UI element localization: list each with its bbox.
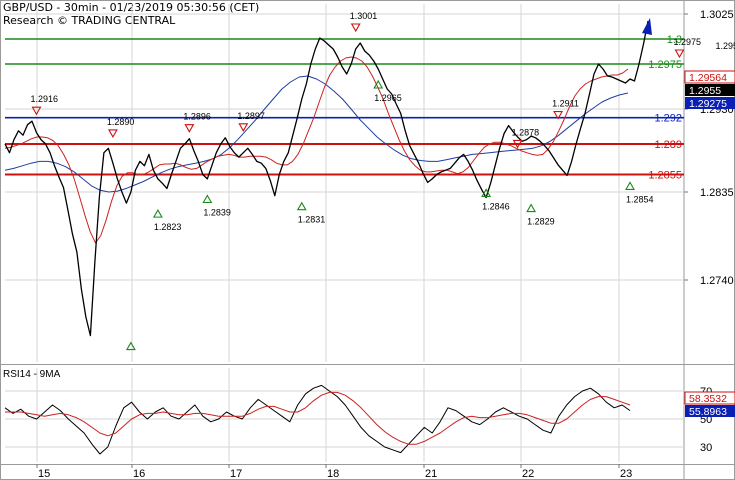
swing-low-marker	[202, 194, 213, 204]
price-marker-label: 1.29275	[689, 98, 727, 110]
x-tick-label: 22	[522, 468, 534, 480]
swing-high-marker	[184, 124, 195, 133]
support-level-label: 1.2855	[648, 170, 682, 182]
swing-high-marker	[350, 23, 361, 33]
price-marker-box	[684, 70, 735, 84]
swing-low-label: 1.2831	[298, 215, 326, 225]
y-tick-label: 1.2835	[700, 187, 734, 199]
swing-low-label: 1.2829	[527, 217, 555, 227]
y-tick-label: 1.2740	[700, 275, 734, 287]
price-marker-box	[685, 84, 735, 96]
swing-low-marker	[152, 209, 163, 218]
y-tick-label: 1.3025	[700, 9, 734, 21]
x-tick-label: 23	[620, 468, 632, 480]
ma-fast-series	[4, 56, 629, 244]
support-level-label: 1.289	[654, 139, 682, 151]
price-marker-label: 1.2955	[689, 85, 721, 97]
swing-low-marker	[125, 341, 136, 351]
swing-high-marker	[553, 111, 564, 120]
trend-arrow	[642, 18, 652, 35]
swing-high-label: 1.2878	[512, 127, 540, 137]
swing-high-label: 1.2890	[107, 117, 135, 127]
x-tick-label: 21	[425, 468, 437, 480]
swing-low-label: 1.2846	[482, 201, 510, 211]
rsi-marker-label: 55.8963	[689, 406, 727, 418]
swing-high-label: 1.2911	[552, 99, 579, 109]
price-series	[4, 20, 649, 337]
pivot-level-label: 1.292	[654, 113, 682, 125]
swing-low-marker	[625, 181, 635, 190]
swing-low-label: 1.2965	[374, 93, 402, 103]
swing-high-marker	[674, 49, 685, 59]
swing-high-label: 1.3001	[350, 11, 378, 21]
rsi-marker-box	[684, 391, 735, 405]
resistance-level-label: 1.3	[667, 34, 682, 46]
chart-title: GBP/USD - 30min - 01/23/2019 05:30:56 (C…	[3, 1, 260, 14]
x-tick-label: 17	[230, 468, 242, 480]
swing-low-marker	[373, 79, 384, 89]
swing-high-marker	[512, 139, 523, 149]
swing-low-label: 1.2823	[154, 222, 182, 232]
swing-low-marker	[481, 188, 492, 197]
x-tick-label: 16	[133, 468, 145, 480]
swing-high-marker	[31, 106, 42, 116]
rsi-y-tick-label: 30	[700, 442, 712, 454]
swing-high-label: 1.2897	[237, 111, 265, 121]
rsi-marker-box	[685, 405, 735, 417]
annotation-text: 1.2955	[715, 41, 735, 51]
swing-high-marker	[107, 129, 118, 139]
price-marker-label: 1.29564	[689, 72, 727, 84]
swing-low-marker	[526, 203, 537, 213]
rsi-marker-label: 58.3532	[689, 393, 727, 405]
swing-low-label: 1.2839	[203, 208, 231, 218]
ma-slow-series	[4, 75, 629, 193]
swing-high-label: 1.2916	[30, 94, 58, 104]
swing-high-label: 1.2975	[673, 37, 701, 47]
resistance-level-label: 1.2975	[648, 59, 682, 71]
swing-low-marker	[296, 201, 307, 211]
x-tick-label: 15	[38, 468, 50, 480]
swing-low-label: 1.2854	[626, 194, 654, 204]
rsi-title: RSI14 - 9MA	[3, 369, 61, 380]
rsi-ma-series	[5, 391, 631, 445]
rsi-series	[4, 384, 631, 455]
swing-high-marker	[238, 123, 249, 132]
x-tick-label: 18	[327, 468, 339, 480]
swing-high-label: 1.2896	[183, 112, 211, 122]
price-marker-box	[685, 97, 735, 109]
